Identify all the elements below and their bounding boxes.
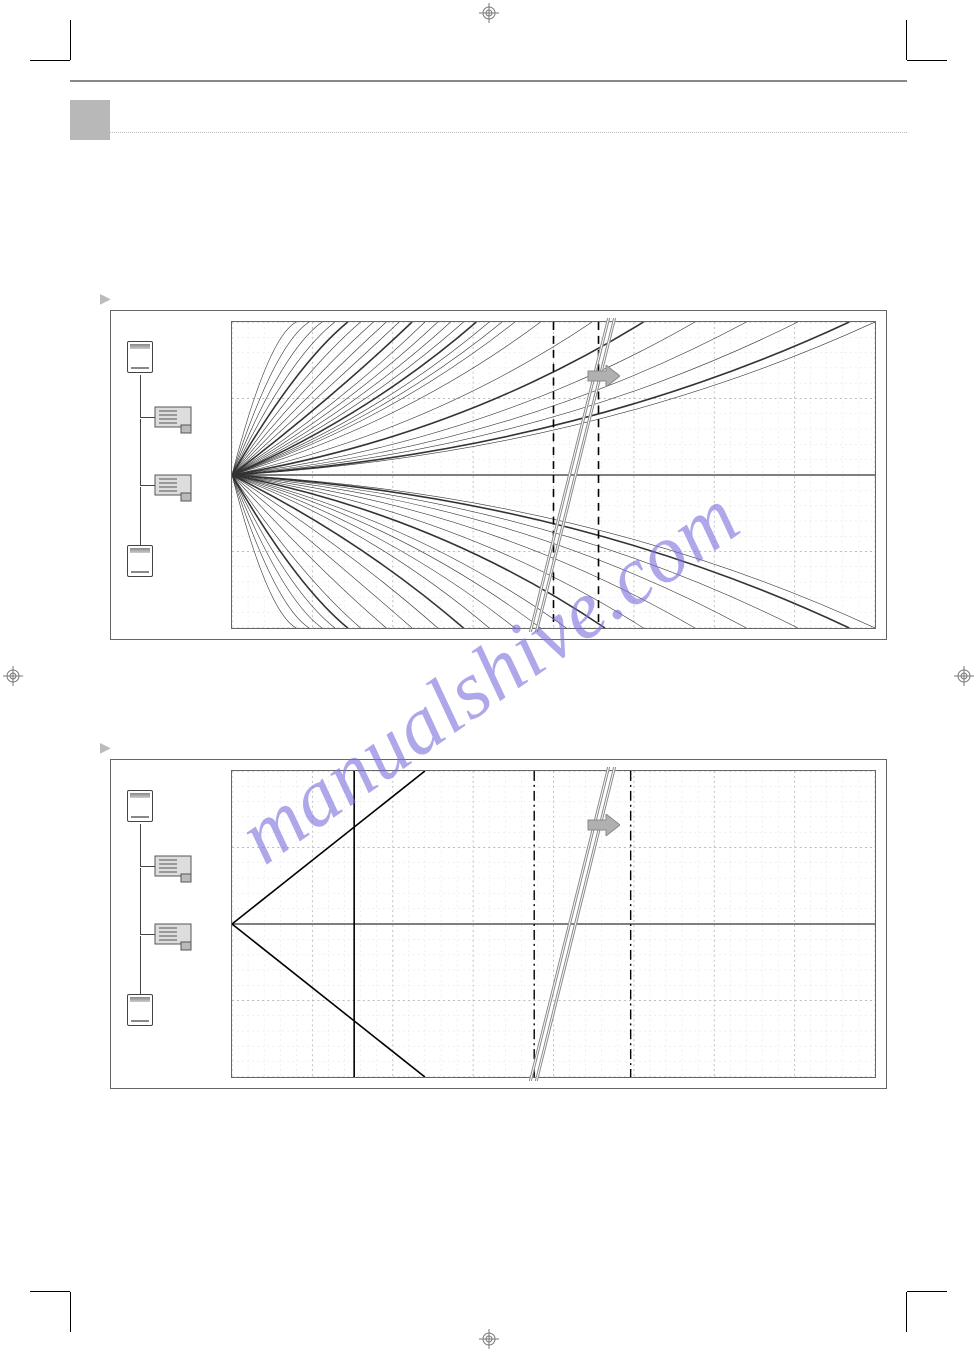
chart-plot-area: [231, 321, 876, 629]
arrow-right-icon: [586, 814, 620, 836]
crop-mark: [30, 1291, 70, 1292]
registration-mark-icon: [3, 666, 23, 686]
section-tab: [70, 100, 110, 140]
crop-mark: [70, 20, 71, 60]
crop-mark: [70, 1292, 71, 1332]
crop-mark: [907, 1291, 947, 1292]
outdoor-unit-icon: [153, 922, 185, 948]
controller-icon: [127, 341, 153, 373]
arrow-right-icon: [586, 365, 620, 387]
axis-break-icon: [566, 322, 580, 628]
device-diagram: [121, 790, 221, 1050]
registration-mark-icon: [954, 666, 974, 686]
crop-mark: [30, 60, 70, 61]
crop-mark: [906, 20, 907, 60]
triangle-bullet-icon: ▶: [100, 739, 111, 756]
device-diagram: [121, 341, 221, 601]
header-rule: [70, 80, 907, 82]
crop-mark: [907, 60, 947, 61]
dotted-rule: [110, 132, 907, 133]
axis-break-icon: [566, 771, 580, 1077]
outdoor-unit-icon: [153, 473, 185, 499]
registration-mark-icon: [479, 3, 499, 23]
controller-icon: [127, 545, 153, 577]
chart-stopped-fan: [110, 759, 887, 1089]
chart-operating-fan: [110, 310, 887, 640]
registration-mark-icon: [479, 1329, 499, 1349]
page-content: ▶ ▶: [70, 60, 907, 1292]
crop-mark: [906, 1292, 907, 1332]
chart-plot-area: [231, 770, 876, 1078]
controller-icon: [127, 790, 153, 822]
controller-icon: [127, 994, 153, 1026]
outdoor-unit-icon: [153, 405, 185, 431]
triangle-bullet-icon: ▶: [100, 290, 111, 307]
outdoor-unit-icon: [153, 854, 185, 880]
